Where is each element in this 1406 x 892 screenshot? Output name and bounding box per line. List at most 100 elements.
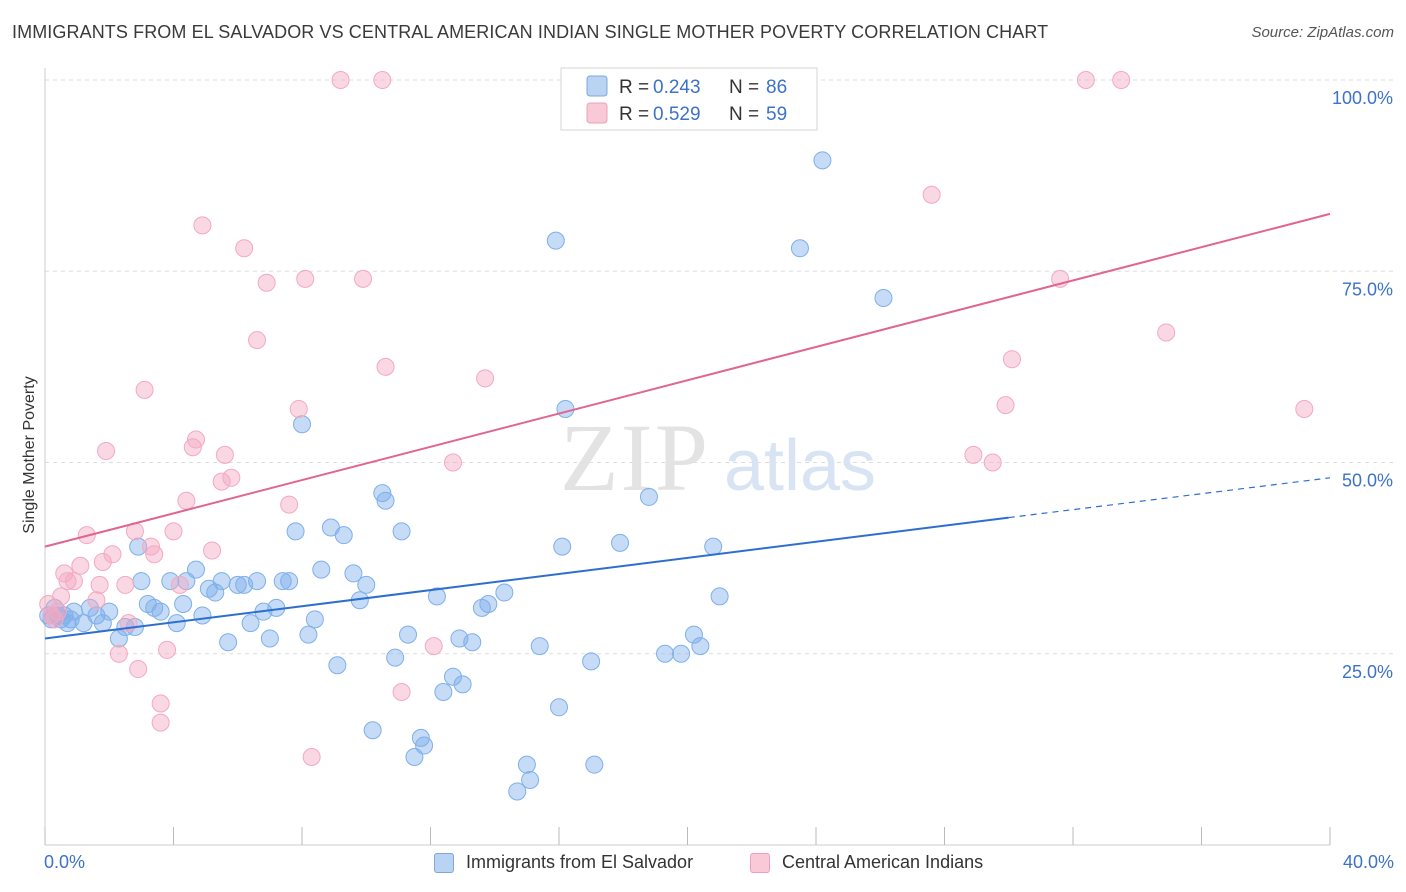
data-point [129,660,148,679]
data-point [1295,399,1314,418]
chart-title: IMMIGRANTS FROM EL SALVADOR VS CENTRAL A… [12,22,1049,42]
correlation-legend: R = 0.243 N = 86 R = 0.529 N = 59 [560,67,818,131]
data-point [260,629,279,648]
data-point [672,644,691,663]
data-point [280,572,299,591]
legend-n-label-0: N = [729,77,759,98]
data-point [289,399,308,418]
data-point [386,648,405,667]
data-point [193,216,212,235]
data-point [611,533,630,552]
data-point [550,698,568,717]
data-point [174,595,193,614]
y-tick-label: 75.0% [1342,279,1393,299]
watermark-zip: ZIP [560,404,710,511]
axes [44,68,1331,846]
data-point [293,415,311,434]
data-point [80,598,99,617]
trend-line-el-salvador [44,516,1009,640]
legend-swatch-pink [586,102,608,124]
data-point [116,575,135,594]
data-point [302,748,321,767]
data-point [100,602,119,621]
data-point [145,545,164,564]
data-point [354,269,373,288]
data-point [151,713,170,732]
data-point [517,755,536,774]
data-point [203,541,222,560]
legend-r-label-1: R = [619,104,649,125]
data-point [556,399,575,418]
data-point [546,231,565,250]
data-point [964,445,983,464]
legend-n-value-0: 86 [766,77,787,98]
data-point [177,491,196,510]
data-point [363,721,382,740]
data-point [521,770,540,789]
data-point [983,453,1002,472]
source-credit: Source: ZipAtlas.com [1251,24,1394,41]
data-point [479,595,498,614]
data-point [58,572,77,591]
data-point [228,575,247,594]
legend-item-el-salvador[interactable]: Immigrants from El Salvador [434,852,693,873]
data-point [186,430,205,449]
data-point [1157,323,1176,342]
data-point [373,71,392,89]
data-point [48,602,67,621]
data-point [64,572,83,591]
data-point [704,537,723,556]
data-point [151,694,170,713]
legend-r-value-0: 0.243 [653,77,701,98]
legend-r-label-0: R = [619,77,649,98]
trend-lines [44,212,1331,640]
data-point [215,445,234,464]
data-point [212,572,231,591]
data-point [691,637,710,656]
data-point [248,572,267,591]
data-point [424,637,443,656]
data-point [222,468,241,487]
data-point [684,625,703,644]
legend-r-value-1: 0.529 [653,104,701,125]
data-point [874,289,893,308]
data-point [443,667,462,686]
data-point [392,683,411,701]
data-point [186,560,205,579]
data-point [52,587,71,606]
legend-marker-blue [434,852,454,873]
data-point [639,487,658,506]
data-point [344,564,363,583]
data-point [93,552,112,571]
data-point [790,239,809,258]
data-point [656,644,675,663]
data-point [585,755,604,774]
data-point [129,537,148,556]
data-point [273,572,292,591]
data-point [710,587,729,606]
data-point [495,583,514,602]
data-point [97,442,116,461]
data-point [161,572,180,591]
data-point [443,453,462,472]
data-point [241,614,260,633]
data-point [357,575,376,594]
legend-label-central-american-indians: Central American Indians [782,852,984,872]
grid-lines [45,79,1395,655]
legend-item-central-american-indians[interactable]: Central American Indians [750,852,983,873]
data-point [508,782,527,801]
data-point [212,472,231,491]
data-point [530,637,549,656]
data-point [87,591,106,610]
legend-label-el-salvador: Immigrants from El Salvador [466,852,694,872]
x-tick-label-min: 0.0% [44,852,86,872]
data-point [1002,350,1021,369]
data-point [299,625,318,644]
legend-marker-pink [750,852,770,873]
y-tick-label: 100.0% [1332,88,1393,108]
legend-swatch-blue [586,75,608,97]
data-point [1076,71,1095,89]
legend-n-label-1: N = [729,104,759,125]
data-point [151,602,170,621]
